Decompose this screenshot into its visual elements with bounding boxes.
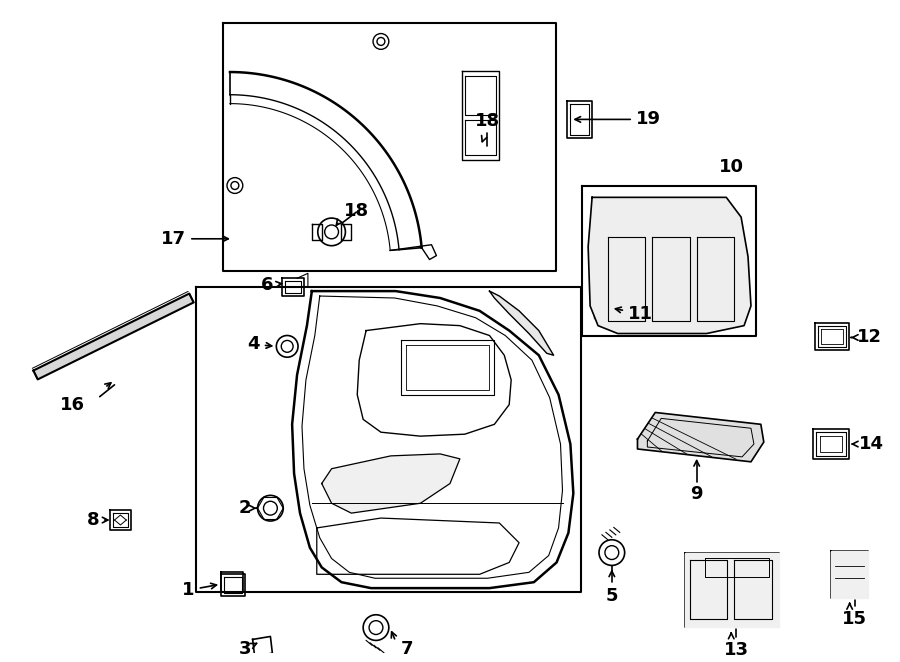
Circle shape	[599, 540, 625, 565]
Text: 8: 8	[86, 511, 108, 529]
Text: 14: 14	[852, 435, 884, 453]
Circle shape	[318, 218, 346, 246]
Polygon shape	[312, 224, 321, 240]
Circle shape	[257, 495, 284, 521]
Polygon shape	[685, 553, 778, 627]
Polygon shape	[831, 551, 868, 598]
Polygon shape	[637, 412, 764, 462]
Polygon shape	[321, 454, 460, 513]
Text: 15: 15	[842, 610, 867, 628]
Text: 16: 16	[60, 396, 86, 414]
Text: 10: 10	[719, 158, 743, 175]
Circle shape	[276, 336, 298, 357]
Polygon shape	[490, 291, 554, 355]
Circle shape	[364, 615, 389, 640]
Polygon shape	[341, 224, 351, 240]
Text: 2: 2	[238, 499, 256, 517]
Circle shape	[227, 177, 243, 193]
Text: 13: 13	[724, 641, 749, 659]
Polygon shape	[253, 653, 273, 662]
Text: 5: 5	[606, 587, 618, 605]
Text: 12: 12	[851, 328, 882, 346]
Text: 7: 7	[400, 640, 413, 658]
Text: 3: 3	[238, 640, 256, 658]
Text: 11: 11	[616, 305, 652, 323]
Polygon shape	[33, 293, 194, 379]
Text: 19: 19	[575, 111, 661, 128]
Text: 18: 18	[475, 113, 500, 130]
Text: 1: 1	[183, 581, 217, 599]
Circle shape	[373, 34, 389, 50]
Text: 18: 18	[344, 203, 369, 220]
Polygon shape	[588, 197, 751, 334]
Text: 4: 4	[248, 336, 272, 354]
Text: 9: 9	[690, 485, 703, 504]
Text: 17: 17	[161, 230, 229, 248]
Text: 6: 6	[261, 276, 282, 294]
Polygon shape	[253, 636, 273, 656]
